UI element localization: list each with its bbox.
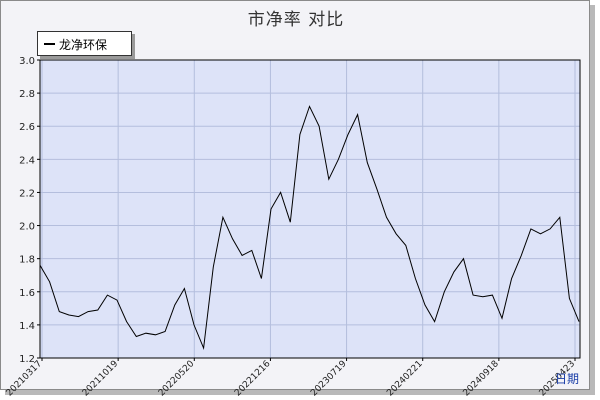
y-tick-label: 1.4 [19,321,35,332]
x-tick-label: 20230719 [309,359,349,399]
legend-line-swatch [44,43,55,45]
legend: 龙净环保 [37,31,132,56]
y-tick-label: 2.0 [19,222,35,233]
x-tick-label: 20240221 [385,359,424,398]
y-tick-label: 1.6 [19,288,35,299]
x-tick-label: 20221216 [233,359,273,399]
y-tick-label: 2.6 [19,122,35,133]
x-axis-label: 日期 [555,372,579,386]
x-tick-label: 20240918 [462,359,502,399]
series-line [39,105,580,351]
plot-border [39,59,581,359]
y-tick-label: 2.8 [19,89,35,100]
y-tick-label: 2.2 [19,188,35,199]
legend-label: 龙净环保 [59,38,108,52]
y-tick-label: 3.0 [19,56,35,67]
y-tick-label: 2.4 [19,155,35,166]
x-tick-label: 20220520 [157,359,197,399]
x-tick-label: 20211019 [81,359,121,399]
y-tick-label: 1.2 [19,354,35,365]
y-tick-label: 1.8 [19,255,35,266]
chart-title: 市净率 对比 [247,10,345,30]
plot-area [40,60,580,358]
